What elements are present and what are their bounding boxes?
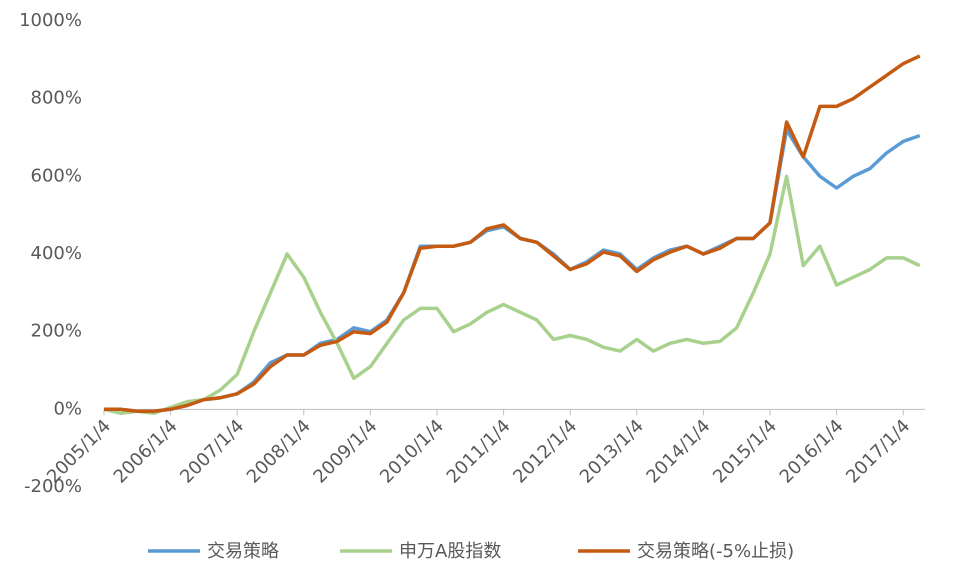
x-tick-label: 2007/1/4 (176, 416, 248, 488)
series-line (104, 54, 921, 414)
legend-label: 申万A股指数 (399, 541, 501, 562)
x-tick-label: 2008/1/4 (243, 416, 315, 488)
y-tick-label: 1000% (19, 10, 82, 31)
x-tick-label: 2009/1/4 (309, 416, 381, 488)
x-tick-label: 2013/1/4 (576, 416, 648, 488)
x-tick-label: 2011/1/4 (443, 416, 515, 488)
x-tick-label: 2015/1/4 (709, 416, 781, 488)
x-tick-label: 2006/1/4 (110, 416, 182, 488)
y-tick-label: 800% (31, 88, 82, 109)
x-tick-label: 2012/1/4 (509, 416, 581, 488)
x-tick-label: 2017/1/4 (842, 416, 914, 488)
legend-label: 交易策略(-5%止损) (637, 541, 794, 562)
y-tick-label: 400% (31, 243, 82, 264)
y-tick-label: 0% (53, 398, 82, 419)
x-tick-label: 2016/1/4 (776, 416, 848, 488)
series-line (104, 127, 921, 414)
legend-label: 交易策略 (207, 541, 279, 562)
y-tick-label: 600% (31, 165, 82, 186)
y-tick-label: 200% (31, 321, 82, 342)
x-tick-label: 2010/1/4 (376, 416, 448, 488)
series-line (103, 174, 921, 415)
y-tick-label: -200% (24, 476, 82, 497)
x-tick-label: 2014/1/4 (642, 416, 714, 488)
